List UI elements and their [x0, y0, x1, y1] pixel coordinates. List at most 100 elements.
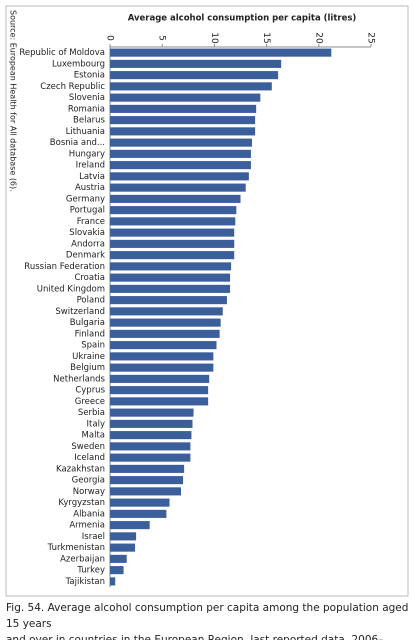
bar [110, 127, 256, 136]
y-tick-label: Turkmenistan [47, 543, 105, 553]
source: Source: European Health for All database… [9, 10, 18, 192]
y-tick-label: Czech Republic [40, 82, 105, 92]
y-tick-label: Hungary [69, 149, 105, 159]
y-tick-label: Russian Federation [24, 262, 105, 272]
y-tick-label: Cyprus [75, 386, 105, 396]
bar [110, 397, 209, 406]
bar [110, 194, 241, 203]
y-tick-label: Turkey [76, 566, 105, 576]
caption-line: Fig. 54. Average alcohol consumption per… [6, 602, 409, 630]
bar [110, 532, 137, 541]
y-tick-label: Slovenia [69, 93, 105, 103]
y-tick-label: Romania [68, 104, 105, 114]
caption: Fig. 54. Average alcohol consumption per… [6, 600, 410, 640]
bar [110, 464, 185, 473]
chart: Average alcohol consumption per capita (… [5, 5, 409, 597]
bar [110, 161, 251, 170]
bar [110, 566, 124, 575]
bar [110, 577, 116, 586]
caption-line: and over in countries in the European Re… [6, 634, 384, 640]
y-tick-label: Ukraine [72, 352, 105, 362]
y-tick-label: Georgia [72, 476, 105, 486]
bar [110, 521, 150, 530]
bar [110, 374, 210, 383]
y-tick-label: Iceland [74, 453, 105, 463]
bar [110, 476, 184, 485]
y-tick-label: Latvia [79, 172, 105, 182]
y-tick-label: Albania [73, 509, 105, 519]
bar [110, 408, 194, 417]
y-tick-label: Denmark [66, 251, 105, 261]
y-tick-label: Andorra [71, 239, 105, 249]
y-tick-label: Portugal [70, 206, 105, 216]
bar [110, 453, 191, 462]
bar [110, 239, 235, 248]
bar [110, 228, 235, 237]
bar [110, 104, 257, 113]
bar [110, 273, 231, 282]
y-tick-label: Austria [75, 183, 105, 193]
y-tick-label: Serbia [78, 408, 105, 418]
y-tick-label: Sweden [71, 442, 105, 452]
bar [110, 71, 279, 80]
y-tick-label: Azerbaijan [60, 554, 105, 564]
y-tick-label: Estonia [74, 71, 105, 81]
x-tick-label: 25 [366, 32, 376, 43]
bar [110, 498, 170, 507]
x-tick-label: 20 [313, 32, 323, 44]
chart-title: Average alcohol consumption per capita (… [128, 14, 357, 24]
y-tick-label: France [77, 217, 105, 227]
frame [5, 5, 409, 597]
y-tick-label: United Kingdom [37, 284, 105, 294]
y-tick-label: Poland [77, 296, 105, 306]
x-tick-label: 5 [157, 35, 167, 41]
bar [110, 183, 246, 192]
bar [110, 442, 191, 451]
y-tick-label: Armenia [69, 521, 105, 531]
y-tick-label: Ireland [76, 161, 105, 171]
bar [110, 341, 217, 350]
bar [110, 419, 193, 428]
y-tick-label: Italy [87, 419, 105, 429]
y-tick-label: Malta [82, 431, 105, 441]
bar [110, 352, 214, 361]
bar [110, 284, 231, 293]
bar [110, 307, 223, 316]
bar [110, 509, 167, 518]
bar [110, 172, 249, 181]
bar [110, 262, 232, 271]
bar [110, 217, 236, 226]
y-tick-label: Bulgaria [70, 318, 105, 328]
bar [110, 318, 221, 327]
bar [110, 149, 251, 158]
bar [110, 116, 256, 125]
bar [110, 251, 235, 260]
y-tick-label: Norway [73, 487, 105, 497]
bar [110, 329, 220, 338]
bar [110, 363, 214, 372]
y-tick-label: Slovakia [69, 228, 105, 238]
y-tick-label: Netherlands [53, 374, 105, 384]
y-tick-label: Finland [75, 329, 105, 339]
y-tick-label: Belarus [73, 116, 106, 126]
bar [110, 206, 237, 215]
y-tick-label: Belgium [70, 363, 105, 373]
y-tick-label: Republic of Moldova [19, 48, 105, 58]
bar [110, 59, 282, 68]
bar [110, 82, 272, 91]
bar [110, 48, 332, 57]
x-tick-label: 10 [209, 32, 219, 44]
y-tick-label: Greece [75, 397, 105, 407]
y-tick-label: Spain [81, 341, 105, 351]
y-tick-label: Germany [66, 194, 105, 204]
bar [110, 93, 261, 102]
y-tick-label: Luxembourg [52, 59, 105, 69]
bar [110, 487, 181, 496]
y-tick-label: Kazakhstan [56, 464, 105, 474]
bar [110, 386, 209, 395]
bar [110, 138, 252, 147]
bar [110, 554, 127, 563]
y-tick-label: Lithuania [66, 127, 105, 137]
